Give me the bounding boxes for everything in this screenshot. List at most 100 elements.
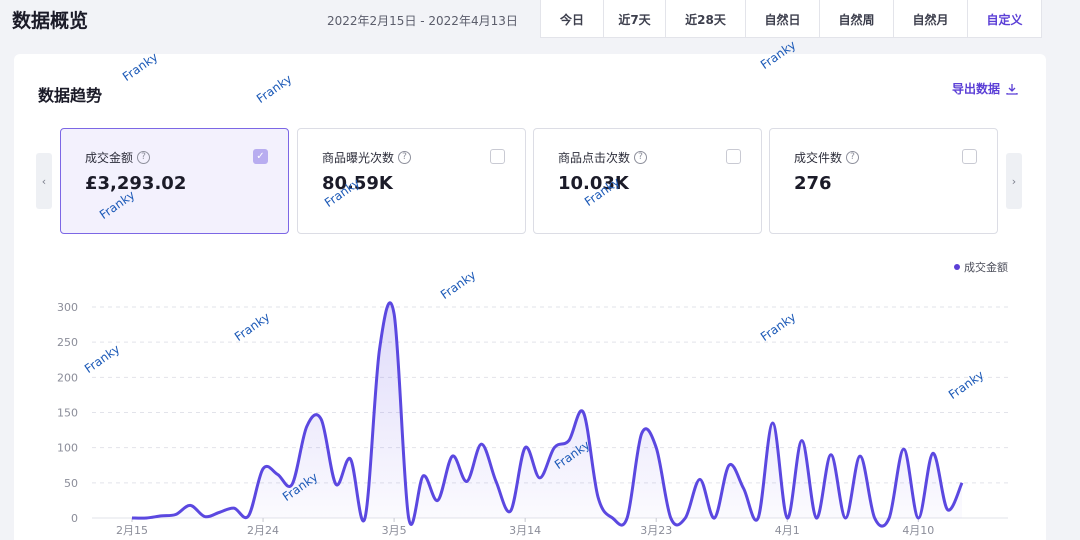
tab-natural-day[interactable]: 自然日 [745, 0, 819, 38]
metric-value: 80.59K [322, 173, 393, 194]
data-point [407, 516, 411, 520]
data-point [945, 508, 949, 512]
data-point [552, 446, 556, 450]
data-point [217, 510, 221, 514]
data-point [203, 515, 207, 519]
data-point [378, 347, 382, 351]
data-point [319, 418, 323, 422]
metric-card-impressions[interactable]: 商品曝光次数? 80.59K [297, 128, 526, 234]
data-point [232, 506, 236, 510]
download-icon [1006, 83, 1018, 95]
data-point [654, 446, 658, 450]
data-point [611, 516, 615, 520]
metric-value: 276 [794, 173, 832, 194]
tab-custom[interactable]: 自定义 [967, 0, 1041, 38]
data-point [523, 446, 527, 450]
data-point [916, 516, 920, 520]
data-point [712, 516, 716, 520]
data-point [771, 421, 775, 425]
data-point [261, 467, 265, 471]
data-point [246, 514, 250, 518]
tab-today[interactable]: 今日 [559, 12, 584, 27]
export-data-button[interactable]: 导出数据 [952, 80, 1018, 97]
x-tick-label: 2月15 [116, 524, 148, 537]
metric-card-gmv[interactable]: 成交金额? £3,293.02 ✓ [60, 128, 289, 234]
metric-card-clicks[interactable]: 商品点击次数? 10.03K [533, 128, 762, 234]
data-point [174, 512, 178, 516]
data-point [305, 425, 309, 429]
tab-last-7-days[interactable]: 近7天 [603, 0, 665, 38]
data-point [290, 482, 294, 486]
data-point [479, 442, 483, 446]
data-point [145, 516, 149, 520]
x-tick-label: 3月14 [509, 524, 541, 537]
page-title: 数据概览 [12, 10, 89, 32]
export-label: 导出数据 [951, 82, 1000, 96]
date-filter-tabs: 今日 近7天 近28天 自然日 自然周 自然月 自定义 [540, 0, 1042, 38]
y-tick-label: 250 [57, 336, 78, 349]
help-icon[interactable]: ? [398, 151, 412, 164]
data-point [130, 516, 134, 520]
metric-checkbox[interactable]: ✓ [253, 149, 268, 164]
data-point [581, 411, 585, 415]
metric-checkbox[interactable] [726, 149, 741, 164]
x-tick-label: 4月10 [902, 524, 934, 537]
data-point [348, 457, 352, 461]
chart-legend[interactable]: 成交金额 [954, 259, 1008, 275]
metric-label: 成交金额 [85, 151, 134, 165]
data-point [159, 514, 163, 518]
data-point [800, 439, 804, 443]
data-point [756, 516, 760, 520]
data-point [188, 503, 192, 507]
metric-checkbox[interactable] [490, 149, 505, 164]
data-point [931, 451, 935, 455]
x-tick-label: 4月1 [775, 524, 800, 537]
data-point [698, 477, 702, 481]
metric-label: 商品点击次数 [558, 151, 631, 165]
data-point [538, 476, 542, 480]
help-icon[interactable]: ? [634, 151, 648, 164]
data-point [960, 481, 964, 485]
data-point [465, 479, 469, 483]
data-point [625, 516, 629, 520]
metric-value: 10.03K [558, 173, 629, 194]
legend-label: 成交金额 [964, 261, 1008, 274]
data-point [640, 432, 644, 436]
y-tick-label: 50 [64, 477, 78, 490]
data-point [567, 439, 571, 443]
data-point [887, 516, 891, 520]
data-point [742, 486, 746, 490]
carousel-prev-button[interactable]: ‹ [36, 153, 52, 209]
metric-label: 商品曝光次数 [322, 151, 395, 165]
y-tick-label: 100 [57, 442, 78, 455]
carousel-next-button[interactable]: › [1006, 153, 1022, 209]
data-point [436, 498, 440, 502]
tab-natural-week[interactable]: 自然周 [819, 0, 893, 38]
data-point [494, 479, 498, 483]
data-point [844, 516, 848, 520]
data-point [334, 482, 338, 486]
section-title: 数据趋势 [38, 86, 103, 105]
data-point [421, 474, 425, 478]
data-point [814, 516, 818, 520]
help-icon[interactable]: ? [846, 151, 860, 164]
data-point [785, 516, 789, 520]
data-point [902, 447, 906, 451]
data-point [450, 454, 454, 458]
metric-card-orders[interactable]: 成交件数? 276 [769, 128, 998, 234]
tab-natural-month[interactable]: 自然月 [893, 0, 967, 38]
tab-last-28-days[interactable]: 近28天 [665, 0, 745, 38]
x-tick-label: 3月23 [640, 524, 672, 537]
series-line [131, 301, 964, 528]
metric-label: 成交件数 [794, 151, 843, 165]
y-tick-label: 200 [57, 371, 78, 384]
series-area [132, 302, 962, 527]
help-icon[interactable]: ? [137, 151, 151, 164]
x-tick-label: 2月24 [247, 524, 279, 537]
legend-marker [954, 264, 960, 270]
date-range-label: 2022年2月15日 - 2022年4月13日 [327, 14, 518, 28]
y-tick-label: 300 [57, 301, 78, 314]
y-tick-label: 0 [71, 512, 78, 525]
metric-checkbox[interactable] [962, 149, 977, 164]
